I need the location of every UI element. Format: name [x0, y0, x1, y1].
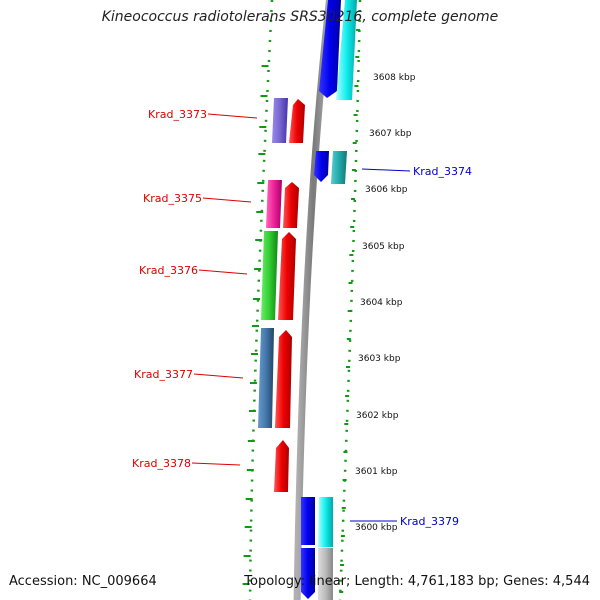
- leader-line-krad_3373: [207, 113, 258, 119]
- scale-label: 3607 kbp: [369, 129, 412, 139]
- genome-summary-text: Topology: linear; Length: 4,761,183 bp; …: [244, 574, 590, 589]
- gene-krad-3377-arrow[interactable]: [275, 330, 292, 428]
- gene-krad-3379-arrow[interactable]: [301, 497, 315, 545]
- gene-bottom-grey[interactable]: [318, 548, 333, 600]
- gene-krad-3373-partner[interactable]: [272, 98, 288, 143]
- gene-label-krad_3378[interactable]: Krad_3378: [132, 457, 191, 470]
- gene-krad-3377-partner[interactable]: [258, 328, 274, 428]
- scale-label: 3600 kbp: [355, 523, 398, 533]
- scale-label: 3603 kbp: [358, 354, 401, 364]
- gene-krad-3375-arrow[interactable]: [283, 182, 299, 228]
- scale-label: 3606 kbp: [365, 185, 408, 195]
- gene-label-krad_3377[interactable]: Krad_3377: [134, 368, 193, 381]
- leader-line-krad_3378: [191, 462, 241, 466]
- gene-label-group: Krad_3373 Krad_3374 Krad_3375 Krad_3376 Krad…: [132, 108, 472, 528]
- gene-label-krad_3375[interactable]: Krad_3375: [143, 192, 202, 205]
- gene-krad-3376-arrow[interactable]: [278, 232, 296, 320]
- right-guide-line: [338, 0, 362, 600]
- scale-label: 3601 kbp: [355, 467, 398, 477]
- gene-bottom-blue[interactable]: [301, 548, 315, 599]
- scale-label: 3604 kbp: [360, 298, 403, 308]
- gene-label-krad_3379[interactable]: Krad_3379: [400, 515, 459, 528]
- leader-line-krad_3374: [361, 168, 411, 172]
- gene-label-krad_3376[interactable]: Krad_3376: [139, 264, 198, 277]
- gene-krad-3379-partner[interactable]: [318, 497, 333, 547]
- forward-strand-genes: [301, 0, 357, 600]
- scale-label: 3602 kbp: [356, 411, 399, 421]
- gene-top-blue[interactable]: [319, 0, 341, 98]
- scale-tick-labels: 3608 kbp 3607 kbp 3606 kbp 3605 kbp 3604 kbp…: [355, 73, 416, 533]
- scale-label: 3608 kbp: [373, 73, 416, 83]
- leader-line-krad_3377: [193, 373, 244, 379]
- gene-top-cyan[interactable]: [336, 0, 357, 100]
- gene-krad-3373-arrow[interactable]: [289, 99, 305, 143]
- gene-krad-3374-partner[interactable]: [331, 151, 347, 184]
- leader-line-krad_3376: [198, 269, 248, 275]
- accession-text: Accession: NC_009664: [9, 574, 157, 589]
- leader-line-krad_3375: [202, 197, 252, 203]
- scale-label: 3605 kbp: [362, 242, 405, 252]
- gene-krad-3376-partner[interactable]: [261, 231, 278, 320]
- gene-krad-3374-arrow[interactable]: [314, 151, 329, 182]
- left-tick-marks: [242, 65, 269, 585]
- gene-krad-3378-arrow[interactable]: [274, 440, 289, 492]
- gene-label-krad_3374[interactable]: Krad_3374: [413, 165, 472, 178]
- reverse-strand-genes: [258, 98, 305, 492]
- page-title: Kineococcus radiotolerans SRS30216, comp…: [101, 9, 499, 25]
- gene-krad-3375-partner[interactable]: [266, 180, 282, 228]
- gene-label-krad_3373[interactable]: Krad_3373: [148, 108, 207, 121]
- right-tick-marks: [339, 29, 361, 593]
